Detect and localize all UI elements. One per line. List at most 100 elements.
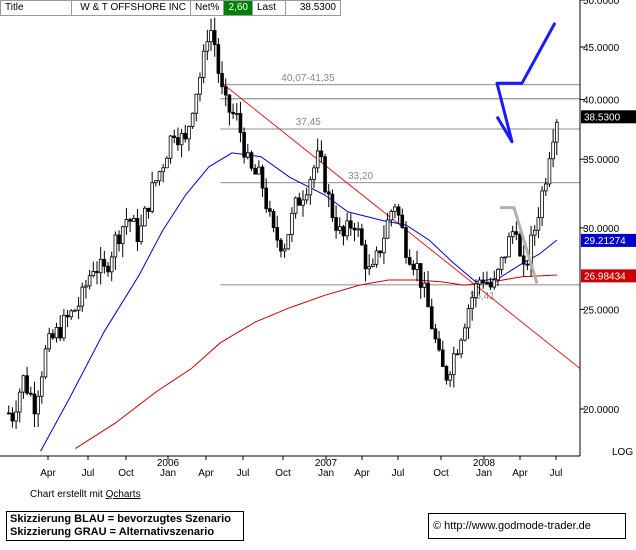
candle-body	[139, 225, 143, 242]
candle-body	[429, 306, 434, 330]
candle-body	[87, 275, 92, 287]
y-tick-label-6: 20.0000	[583, 405, 620, 416]
website-url[interactable]: http://www.godmode-trader.de	[444, 520, 591, 532]
candle-body	[448, 374, 452, 381]
candle-body	[555, 121, 559, 143]
candle-body	[525, 263, 530, 266]
chart-credit: Chart erstellt mit Qcharts	[30, 489, 141, 500]
candle-body	[312, 167, 316, 180]
candle-body	[389, 210, 394, 221]
candle-body	[374, 250, 379, 265]
candle-body	[455, 353, 460, 356]
candle-body	[201, 50, 206, 78]
candle-body	[466, 308, 471, 329]
candle-body	[234, 113, 239, 115]
candle-body	[279, 239, 283, 252]
x-month-label-12: Apr	[512, 468, 528, 479]
scenario-legend: Skizzierung BLAU = bevorzugtes Szenario …	[6, 511, 244, 541]
candle-body	[499, 256, 504, 270]
copyright-icon: ©	[433, 520, 442, 532]
candle-body	[128, 219, 132, 222]
candle-body	[36, 395, 40, 415]
candle-body	[382, 237, 386, 254]
candle-body	[154, 180, 158, 184]
y-tick-label-1: 45.0000	[583, 43, 620, 54]
candle-body	[268, 208, 272, 212]
candle-body	[260, 166, 265, 189]
x-month-label-6: Oct	[275, 468, 291, 479]
candle-body	[315, 150, 320, 169]
candle-body	[21, 375, 26, 393]
x-month-label-9: Jul	[392, 468, 405, 479]
candle-body	[507, 236, 511, 258]
title-cell: Title	[0, 0, 71, 16]
candle-body	[98, 258, 103, 274]
candle-body	[58, 327, 62, 339]
candle-body	[437, 338, 441, 351]
candle-body	[293, 197, 298, 214]
candle-body	[65, 314, 70, 318]
candle-body	[474, 283, 478, 298]
candle-body	[73, 309, 77, 312]
x-year-label-1: 2007	[315, 458, 338, 469]
candle-body	[43, 348, 48, 378]
candle-body	[146, 207, 151, 212]
candle-body	[117, 234, 121, 245]
candle-body	[510, 231, 515, 238]
website-box[interactable]: © http://www.godmode-trader.de	[428, 513, 626, 539]
candle-body	[253, 167, 257, 175]
candle-body	[488, 282, 493, 288]
candle-body	[282, 248, 287, 252]
qcharts-link[interactable]: Qcharts	[105, 489, 141, 500]
candle-body	[212, 30, 217, 46]
candle-body	[352, 227, 357, 231]
ma-fast-tag-bg	[581, 233, 636, 247]
y-tick-label-4: 30.0000	[583, 224, 620, 235]
candle-body	[157, 171, 162, 182]
candle-body	[463, 327, 467, 341]
candle-body	[62, 314, 66, 339]
y-tick-label-2: 40.0000	[583, 96, 620, 107]
candle-body	[205, 41, 210, 52]
candle-body	[337, 226, 342, 231]
candle-body	[238, 113, 243, 133]
candle-body	[418, 263, 423, 288]
candle-body	[275, 227, 280, 241]
candle-body	[25, 375, 29, 394]
candle-body	[378, 250, 383, 254]
level-label-2: 37,45	[296, 117, 321, 128]
candle-body	[481, 279, 486, 284]
level-label-3: 33,20	[348, 171, 373, 182]
candle-body	[540, 190, 544, 219]
candle-body	[249, 152, 254, 169]
y-tick-label-3: 35.0000	[583, 155, 620, 166]
candle-body	[477, 279, 482, 285]
net-change-label: Net%	[190, 0, 223, 16]
candle-body	[231, 111, 235, 115]
candle-body	[536, 217, 541, 231]
candle-body	[223, 86, 228, 96]
candle-body	[371, 263, 375, 267]
candle-body	[150, 182, 154, 212]
candle-body	[551, 141, 555, 160]
candle-body	[198, 77, 202, 95]
candle-body	[120, 226, 125, 245]
candle-body	[308, 179, 313, 196]
last-price-tag: 38.5300	[584, 112, 621, 123]
candle-body	[304, 194, 309, 201]
candle-body	[470, 297, 474, 309]
x-month-label-4: Apr	[198, 468, 214, 479]
candle-body	[95, 271, 99, 274]
x-month-label-1: Jul	[82, 468, 95, 479]
candle-body	[172, 135, 177, 138]
candle-body	[393, 206, 397, 212]
candle-body	[161, 167, 165, 173]
candle-body	[326, 191, 331, 195]
candle-body	[532, 229, 537, 236]
candle-body	[179, 132, 184, 146]
candle-body	[28, 392, 33, 395]
candle-body	[345, 220, 349, 237]
axis-labels: 50.0000 45.0000 40.0000 35.0000 30.0000 25.00…	[40, 0, 636, 479]
candle-body	[319, 150, 324, 158]
candle-body	[422, 282, 427, 288]
